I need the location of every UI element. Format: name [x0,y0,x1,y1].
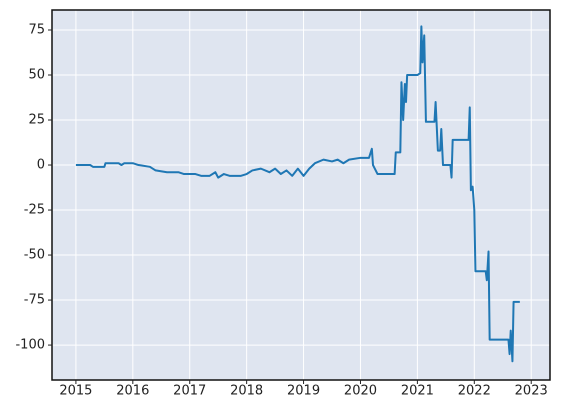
x-tick-label: 2021 [401,384,434,399]
y-tick-label: -50 [24,248,45,263]
y-tick-label: -25 [24,203,45,218]
y-tick-label: -100 [15,338,45,353]
y-tick-label: 50 [28,67,45,82]
plot-frame [51,9,551,381]
y-tick-label: 75 [28,22,45,37]
x-tick-label: 2018 [230,384,263,399]
x-tick-label: 2019 [287,384,320,399]
x-tick-label: 2017 [173,384,206,399]
data-line [75,25,520,363]
x-tick-label: 2015 [59,384,92,399]
y-tick-label: 0 [37,158,45,173]
x-tick-label: 2020 [344,384,377,399]
x-tick-label: 2016 [116,384,149,399]
y-tick-label: 25 [28,113,45,128]
plot-area [52,10,550,380]
y-tick-label: -75 [24,293,45,308]
x-tick-label: 2022 [458,384,491,399]
x-tick-label: 2023 [515,384,548,399]
